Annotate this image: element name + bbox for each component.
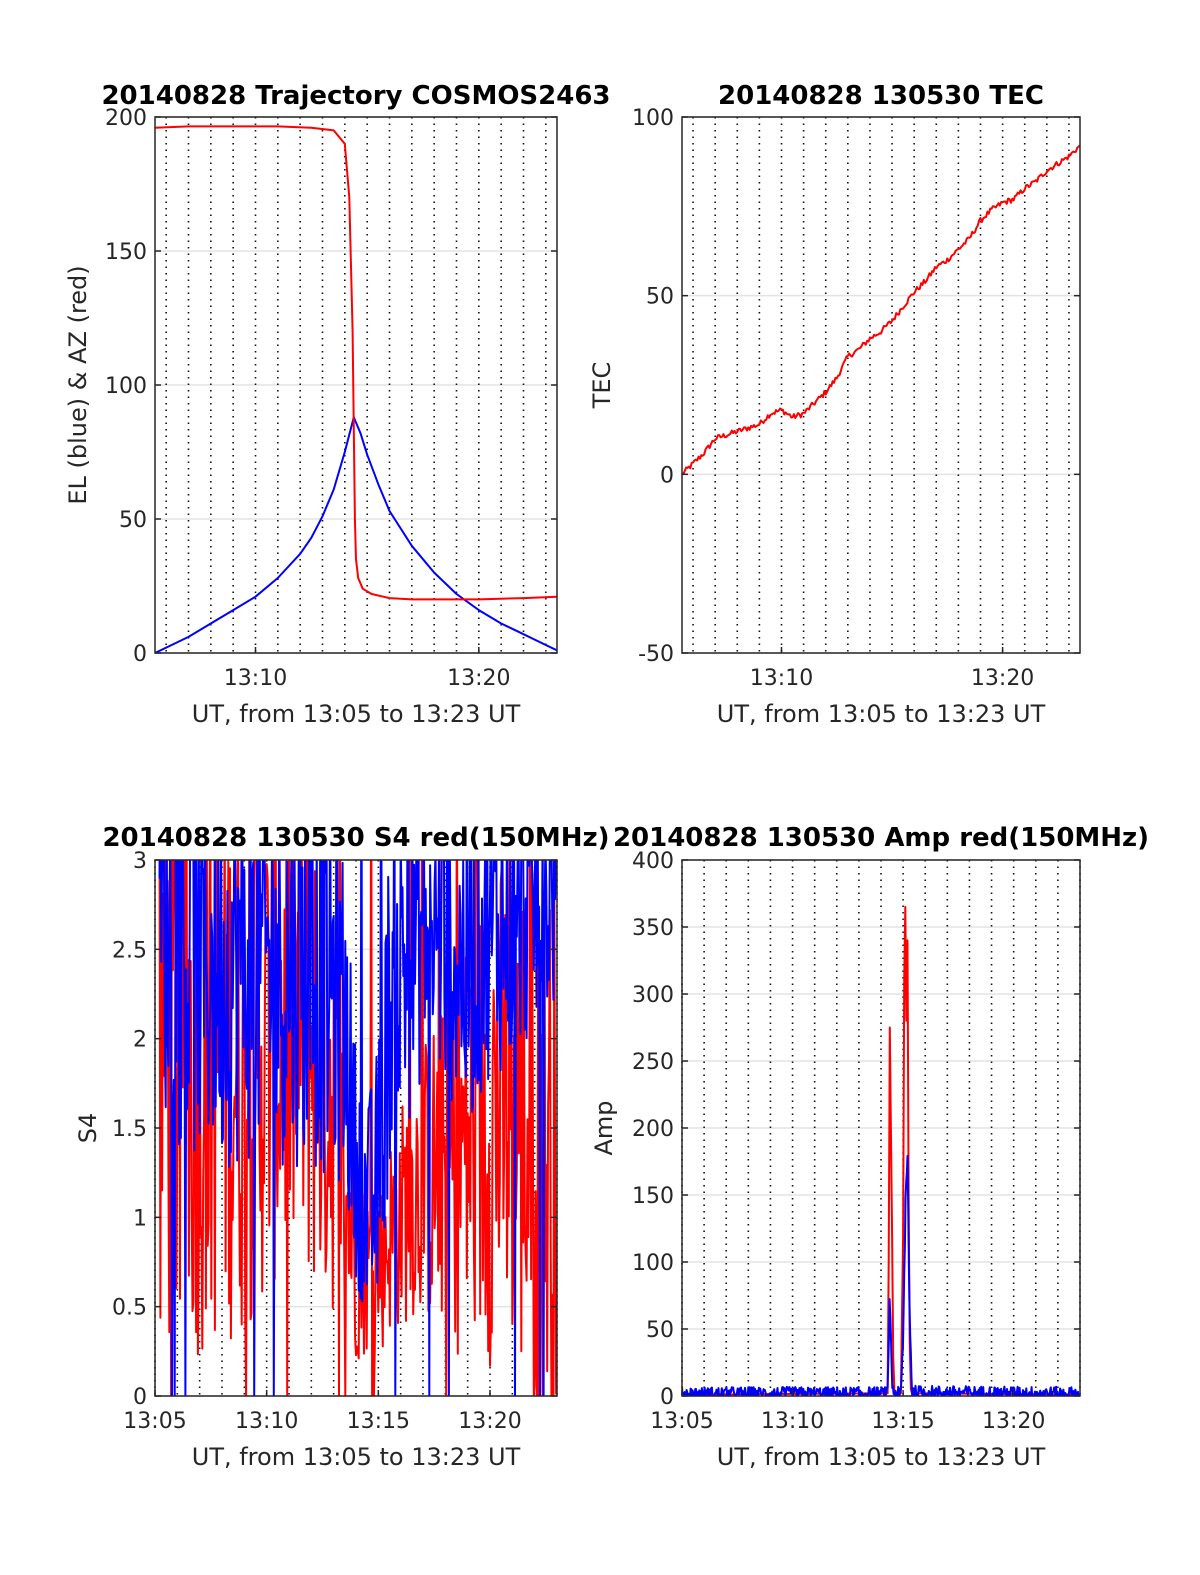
x-tick-label: 13:05 (123, 1409, 186, 1434)
x-tick-label: 13:10 (235, 1409, 298, 1434)
x-axis-label: UT, from 13:05 to 13:23 UT (192, 700, 521, 728)
chart-title: 20140828 130530 Amp red(150MHz) (613, 823, 1149, 853)
y-tick-label: 150 (632, 1184, 674, 1209)
y-tick-label: 0 (133, 1385, 147, 1410)
y-axis-label: S4 (74, 1113, 102, 1144)
y-tick-label: 300 (632, 983, 674, 1008)
panel-tec: 20140828 130530 TEC UT, from 13:05 to 13… (588, 81, 1081, 728)
y-tick-label: 100 (632, 106, 674, 131)
y-tick-label: 150 (105, 240, 147, 265)
series-line-1 (158, 860, 557, 1396)
x-tick-label: 13:15 (871, 1409, 934, 1434)
data-area (155, 125, 557, 653)
data-area (158, 860, 557, 1396)
y-tick-label: 50 (119, 508, 147, 533)
x-tick-label: 13:20 (458, 1409, 521, 1434)
y-tick-label: 2 (133, 1028, 147, 1053)
panel-s4: 20140828 130530 S4 red(150MHz) UT, from … (74, 823, 610, 1471)
y-tick-label: 100 (105, 374, 147, 399)
y-tick-label: 0 (133, 642, 147, 667)
chart-title: 20140828 130530 TEC (718, 81, 1044, 111)
y-tick-label: 3 (133, 849, 147, 874)
y-tick-label: 2.5 (112, 938, 147, 963)
panel-trajectory: 20140828 Trajectory COSMOS2463 UT, from … (64, 81, 611, 728)
x-tick-label: 13:15 (347, 1409, 410, 1434)
data-area (682, 144, 1080, 476)
y-tick-label: 0 (660, 1385, 674, 1410)
x-tick-label: 13:10 (224, 666, 287, 691)
x-tick-label: 13:20 (971, 666, 1034, 691)
axes-box (681, 116, 1081, 654)
x-tick-label: 13:10 (750, 666, 813, 691)
x-axis-label: UT, from 13:05 to 13:23 UT (717, 700, 1046, 728)
panel-amp: 20140828 130530 Amp red(150MHz) UT, from… (590, 823, 1149, 1471)
chart-title: 20140828 130530 S4 red(150MHz) (102, 823, 609, 853)
y-tick-label: 400 (632, 849, 674, 874)
x-tick-label: 13:05 (650, 1409, 713, 1434)
y-tick-label: 200 (105, 106, 147, 131)
y-tick-label: 1.5 (112, 1117, 147, 1142)
y-axis-label: TEC (588, 362, 616, 410)
y-tick-label: 0 (660, 463, 674, 488)
chart-title: 20140828 Trajectory COSMOS2463 (101, 81, 610, 111)
y-tick-label: -50 (638, 642, 674, 667)
x-axis-label: UT, from 13:05 to 13:23 UT (192, 1443, 521, 1471)
x-axis-label: UT, from 13:05 to 13:23 UT (717, 1443, 1046, 1471)
x-tick-label: 13:10 (761, 1409, 824, 1434)
series-line-0 (158, 860, 557, 1396)
series-line-0 (682, 144, 1080, 476)
y-tick-label: 350 (632, 916, 674, 941)
y-tick-label: 200 (632, 1117, 674, 1142)
y-tick-label: 1 (133, 1206, 147, 1231)
series-line-1 (155, 125, 557, 601)
y-tick-label: 0.5 (112, 1296, 147, 1321)
x-tick-label: 13:20 (982, 1409, 1045, 1434)
x-tick-label: 13:20 (447, 666, 510, 691)
y-tick-label: 250 (632, 1050, 674, 1075)
y-tick-label: 50 (646, 285, 674, 310)
y-tick-label: 50 (646, 1318, 674, 1343)
y-axis-label: EL (blue) & AZ (red) (64, 265, 92, 504)
y-axis-label: Amp (590, 1100, 618, 1155)
y-tick-label: 100 (632, 1251, 674, 1276)
